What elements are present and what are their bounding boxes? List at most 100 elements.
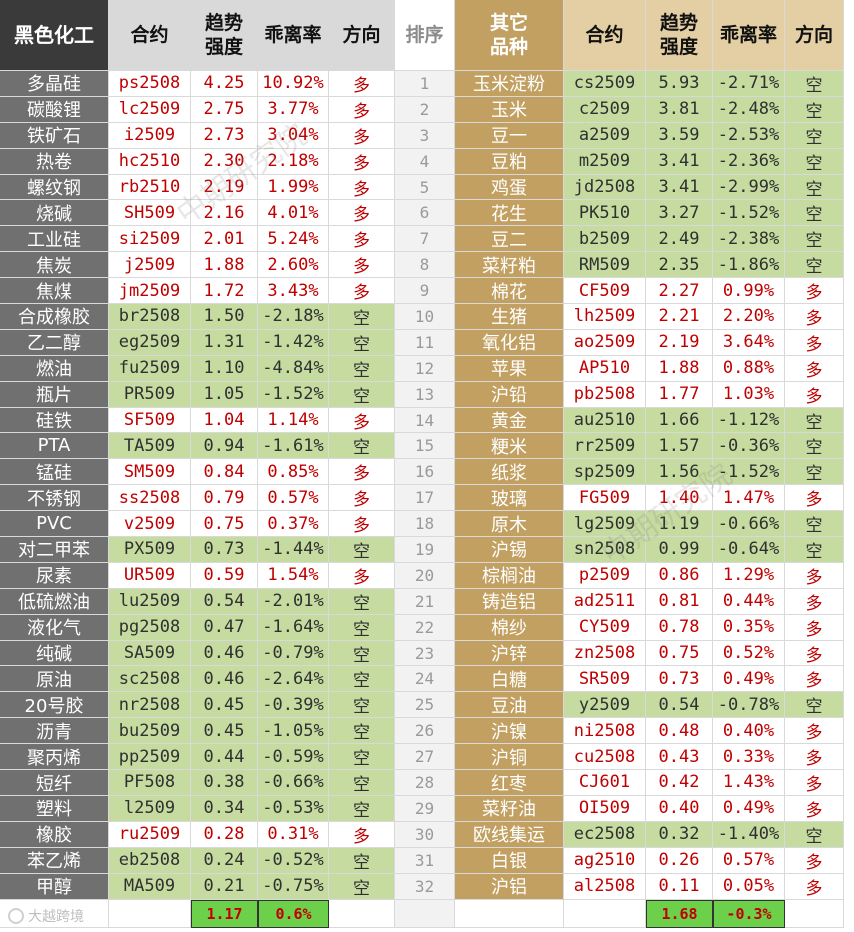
left-trend-strength: 0.54 xyxy=(191,588,258,615)
right-deviation-rate: 0.35% xyxy=(713,614,785,641)
left-deviation-rate: 0.57% xyxy=(258,485,329,512)
left-commodity-name: 苯乙烯 xyxy=(0,847,109,874)
right-commodity-name: 黄金 xyxy=(455,407,564,434)
left-trend-strength: 0.84 xyxy=(191,459,258,486)
right-contract-code: sp2509 xyxy=(564,459,646,486)
right-deviation-rate: 1.43% xyxy=(713,770,785,796)
right-commodity-name: 玉米淀粉 xyxy=(455,71,564,97)
left-contract-code: UR509 xyxy=(109,562,191,589)
right-direction: 空 xyxy=(785,252,844,279)
summary-row: 1.17 0.6% 1.68 -0.3% xyxy=(0,899,854,928)
left-commodity-name: 硅铁 xyxy=(0,407,109,434)
left-commodity-name: 塑料 xyxy=(0,795,109,822)
left-trend-strength: 2.75 xyxy=(191,96,258,123)
rank-header: 排序 xyxy=(395,0,455,71)
left-contract-code: ru2509 xyxy=(109,821,191,848)
right-direction: 多 xyxy=(785,588,844,615)
left-direction: 空 xyxy=(329,355,395,382)
right-trend-strength: 0.81 xyxy=(646,588,713,615)
left-deviation-rate: 0.31% xyxy=(258,821,329,848)
left-contract-code: SA509 xyxy=(109,640,191,667)
left-deviation-rate: 1.99% xyxy=(258,174,329,201)
right-commodity-name: 豆油 xyxy=(455,692,564,719)
right-direction: 空 xyxy=(785,433,844,460)
left-direction: 空 xyxy=(329,640,395,667)
left-trend-strength: 0.38 xyxy=(191,770,258,796)
left-contract-code: lu2509 xyxy=(109,588,191,615)
left-commodity-name: 多晶硅 xyxy=(0,71,109,97)
left-contract-code: l2509 xyxy=(109,795,191,822)
right-contract-header: 合约 xyxy=(564,0,646,71)
left-commodity-name: 纯碱 xyxy=(0,640,109,667)
left-commodity-name: 对二甲苯 xyxy=(0,537,109,563)
rank-number: 25 xyxy=(395,692,455,719)
left-section-header: 黑色化工 xyxy=(0,0,109,71)
table-row: 热卷 hc2510 2.30 2.18% 多 4 豆粕 m2509 3.41 -2.36% 空 xyxy=(0,148,854,175)
right-contract-code: rr2509 xyxy=(564,433,646,460)
right-commodity-name: 豆粕 xyxy=(455,148,564,175)
right-deviation-average: -0.3% xyxy=(713,899,785,928)
table-row: 工业硅 si2509 2.01 5.24% 多 7 豆二 b2509 2.49 -2.38% 空 xyxy=(0,226,854,253)
right-deviation-rate: -2.53% xyxy=(713,122,785,149)
left-commodity-name: 液化气 xyxy=(0,614,109,641)
right-direction: 空 xyxy=(785,821,844,848)
left-direction: 多 xyxy=(329,71,395,97)
right-commodity-name: 沪铜 xyxy=(455,744,564,771)
left-direction: 空 xyxy=(329,770,395,796)
right-direction: 多 xyxy=(785,485,844,512)
right-trend-strength: 1.88 xyxy=(646,355,713,382)
right-contract-code: FG509 xyxy=(564,485,646,512)
right-commodity-name: 菜籽粕 xyxy=(455,252,564,279)
left-contract-code: nr2508 xyxy=(109,692,191,719)
left-commodity-name: 20号胶 xyxy=(0,692,109,719)
rank-number: 15 xyxy=(395,433,455,460)
right-direction: 空 xyxy=(785,226,844,253)
right-trend-strength: 3.41 xyxy=(646,174,713,201)
right-contract-code: ao2509 xyxy=(564,329,646,356)
rank-number: 32 xyxy=(395,873,455,900)
left-direction: 多 xyxy=(329,148,395,175)
table-body: 多晶硅 ps2508 4.25 10.92% 多 1 玉米淀粉 cs2509 5.93 -2.71… xyxy=(0,71,854,900)
right-direction: 多 xyxy=(785,278,844,305)
left-deviation-rate: 3.77% xyxy=(258,96,329,123)
left-contract-code: TA509 xyxy=(109,433,191,460)
rank-number: 28 xyxy=(395,770,455,796)
left-deviation-rate: 10.92% xyxy=(258,71,329,97)
left-deviation-rate: -2.64% xyxy=(258,666,329,693)
right-trend-strength: 0.26 xyxy=(646,847,713,874)
right-commodity-name: 粳米 xyxy=(455,433,564,460)
left-trend-strength: 1.04 xyxy=(191,407,258,434)
left-contract-code: lc2509 xyxy=(109,96,191,123)
left-trend-strength: 1.72 xyxy=(191,278,258,305)
left-deviation-rate: 5.24% xyxy=(258,226,329,253)
right-trend-strength: 0.75 xyxy=(646,640,713,667)
left-direction: 空 xyxy=(329,795,395,822)
left-contract-code: SM509 xyxy=(109,459,191,486)
left-deviation-rate: 4.01% xyxy=(258,200,329,227)
rank-number: 1 xyxy=(395,71,455,97)
right-deviation-rate: 0.88% xyxy=(713,355,785,382)
right-contract-code: CJ601 xyxy=(564,770,646,796)
left-commodity-name: 甲醇 xyxy=(0,873,109,900)
left-trend-strength: 0.94 xyxy=(191,433,258,460)
right-commodity-name: 豆二 xyxy=(455,226,564,253)
left-direction: 空 xyxy=(329,304,395,330)
table-row: 乙二醇 eg2509 1.31 -1.42% 空 11 氧化铝 ao2509 2.19 3.64%… xyxy=(0,329,854,356)
right-direction: 空 xyxy=(785,511,844,538)
right-commodity-name: 鸡蛋 xyxy=(455,174,564,201)
right-commodity-name: 玉米 xyxy=(455,96,564,123)
left-contract-code: jm2509 xyxy=(109,278,191,305)
left-contract-code: SF509 xyxy=(109,407,191,434)
right-contract-code: ad2511 xyxy=(564,588,646,615)
left-contract-code: i2509 xyxy=(109,122,191,149)
left-direction: 空 xyxy=(329,614,395,641)
right-contract-code: RM509 xyxy=(564,252,646,279)
summary-empty-right-dir xyxy=(785,899,844,928)
right-direction: 多 xyxy=(785,562,844,589)
rank-number: 9 xyxy=(395,278,455,305)
right-deviation-rate: -0.66% xyxy=(713,511,785,538)
table-row: 苯乙烯 eb2508 0.24 -0.52% 空 31 白银 ag2510 0.26 0.57% 多 xyxy=(0,847,854,874)
rank-number: 17 xyxy=(395,485,455,512)
right-contract-code: lh2509 xyxy=(564,304,646,330)
left-commodity-name: 螺纹钢 xyxy=(0,174,109,201)
